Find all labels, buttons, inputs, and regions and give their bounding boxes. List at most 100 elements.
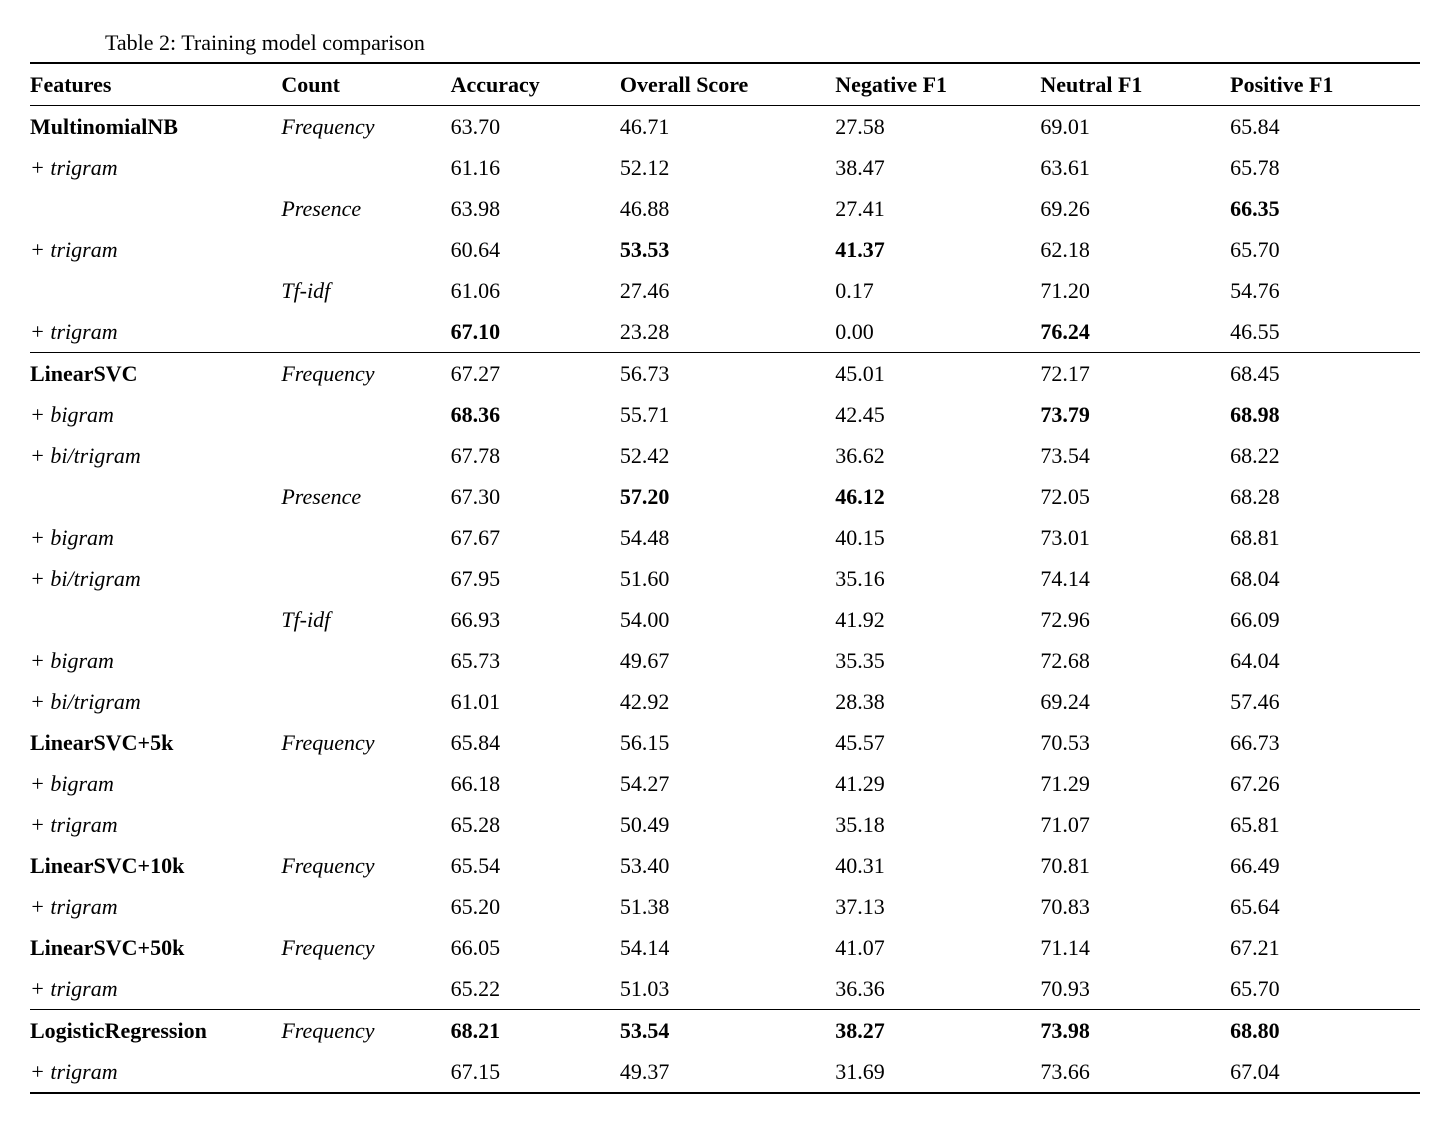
cell-value: 65.84 (451, 722, 620, 763)
table-row: LinearSVCFrequency67.2756.7345.0172.1768… (30, 353, 1420, 395)
cell-value: 67.10 (451, 311, 620, 353)
cell-value: 45.01 (835, 353, 1040, 395)
cell-value: 73.66 (1040, 1051, 1230, 1093)
cell-value: 53.54 (620, 1010, 835, 1052)
cell-count (281, 1051, 450, 1093)
cell-feature: + bigram (30, 640, 281, 681)
cell-value: 53.53 (620, 229, 835, 270)
table-body: MultinomialNBFrequency63.7046.7127.5869.… (30, 106, 1420, 1094)
cell-value: 42.92 (620, 681, 835, 722)
cell-count (281, 311, 450, 353)
cell-value: 65.54 (451, 845, 620, 886)
table-row: LinearSVC+50kFrequency66.0554.1441.0771.… (30, 927, 1420, 968)
cell-value: 65.64 (1230, 886, 1420, 927)
cell-value: 71.14 (1040, 927, 1230, 968)
cell-count: Frequency (281, 1010, 450, 1052)
cell-value: 27.46 (620, 270, 835, 311)
col-header-negf1: Negative F1 (835, 63, 1040, 106)
cell-value: 68.36 (451, 394, 620, 435)
cell-value: 71.07 (1040, 804, 1230, 845)
cell-value: 36.62 (835, 435, 1040, 476)
cell-value: 66.49 (1230, 845, 1420, 886)
cell-value: 69.26 (1040, 188, 1230, 229)
cell-value: 46.12 (835, 476, 1040, 517)
cell-value: 54.14 (620, 927, 835, 968)
cell-value: 49.67 (620, 640, 835, 681)
table-row: + bi/trigram67.9551.6035.1674.1468.04 (30, 558, 1420, 599)
cell-value: 65.70 (1230, 968, 1420, 1010)
cell-feature: LinearSVC (30, 353, 281, 395)
cell-value: 68.45 (1230, 353, 1420, 395)
cell-feature: + trigram (30, 1051, 281, 1093)
cell-value: 27.41 (835, 188, 1040, 229)
cell-value: 65.20 (451, 886, 620, 927)
cell-value: 68.22 (1230, 435, 1420, 476)
cell-value: 57.46 (1230, 681, 1420, 722)
cell-value: 42.45 (835, 394, 1040, 435)
cell-feature: + bigram (30, 517, 281, 558)
cell-value: 27.58 (835, 106, 1040, 148)
cell-value: 65.28 (451, 804, 620, 845)
cell-value: 56.15 (620, 722, 835, 763)
cell-value: 68.98 (1230, 394, 1420, 435)
cell-value: 67.67 (451, 517, 620, 558)
cell-count (281, 147, 450, 188)
cell-value: 51.03 (620, 968, 835, 1010)
cell-value: 63.98 (451, 188, 620, 229)
table-row: + trigram65.2051.3837.1370.8365.64 (30, 886, 1420, 927)
cell-value: 41.37 (835, 229, 1040, 270)
col-header-features: Features (30, 63, 281, 106)
cell-value: 68.28 (1230, 476, 1420, 517)
table-row: + trigram60.6453.5341.3762.1865.70 (30, 229, 1420, 270)
cell-value: 53.40 (620, 845, 835, 886)
cell-count: Tf-idf (281, 599, 450, 640)
table-row: + trigram67.1549.3731.6973.6667.04 (30, 1051, 1420, 1093)
cell-value: 51.38 (620, 886, 835, 927)
cell-value: 46.55 (1230, 311, 1420, 353)
table-row: + bigram68.3655.7142.4573.7968.98 (30, 394, 1420, 435)
cell-value: 68.80 (1230, 1010, 1420, 1052)
cell-value: 55.71 (620, 394, 835, 435)
model-comparison-table: Features Count Accuracy Overall Score Ne… (30, 62, 1420, 1094)
cell-count: Frequency (281, 106, 450, 148)
cell-value: 76.24 (1040, 311, 1230, 353)
cell-count (281, 968, 450, 1010)
cell-value: 70.81 (1040, 845, 1230, 886)
table-row: Tf-idf61.0627.460.1771.2054.76 (30, 270, 1420, 311)
table-row: + bigram66.1854.2741.2971.2967.26 (30, 763, 1420, 804)
cell-value: 69.01 (1040, 106, 1230, 148)
cell-value: 65.81 (1230, 804, 1420, 845)
cell-value: 52.12 (620, 147, 835, 188)
table-container: Table 2: Training model comparison Featu… (30, 30, 1420, 1094)
cell-value: 70.53 (1040, 722, 1230, 763)
cell-feature: LinearSVC+10k (30, 845, 281, 886)
cell-value: 66.09 (1230, 599, 1420, 640)
cell-count: Frequency (281, 353, 450, 395)
table-row: MultinomialNBFrequency63.7046.7127.5869.… (30, 106, 1420, 148)
table-row: LogisticRegressionFrequency68.2153.5438.… (30, 1010, 1420, 1052)
cell-count (281, 681, 450, 722)
table-caption: Table 2: Training model comparison (30, 30, 1420, 62)
cell-value: 73.54 (1040, 435, 1230, 476)
cell-value: 72.96 (1040, 599, 1230, 640)
col-header-neuf1: Neutral F1 (1040, 63, 1230, 106)
cell-value: 52.42 (620, 435, 835, 476)
cell-feature (30, 270, 281, 311)
cell-value: 61.16 (451, 147, 620, 188)
cell-value: 66.73 (1230, 722, 1420, 763)
cell-value: 67.21 (1230, 927, 1420, 968)
cell-value: 0.17 (835, 270, 1040, 311)
cell-value: 64.04 (1230, 640, 1420, 681)
cell-count: Frequency (281, 845, 450, 886)
cell-value: 54.00 (620, 599, 835, 640)
cell-value: 65.73 (451, 640, 620, 681)
cell-value: 36.36 (835, 968, 1040, 1010)
cell-value: 49.37 (620, 1051, 835, 1093)
cell-value: 65.78 (1230, 147, 1420, 188)
header-row: Features Count Accuracy Overall Score Ne… (30, 63, 1420, 106)
cell-feature (30, 476, 281, 517)
cell-value: 71.20 (1040, 270, 1230, 311)
cell-count: Presence (281, 476, 450, 517)
table-row: LinearSVC+10kFrequency65.5453.4040.3170.… (30, 845, 1420, 886)
table-row: + bi/trigram67.7852.4236.6273.5468.22 (30, 435, 1420, 476)
